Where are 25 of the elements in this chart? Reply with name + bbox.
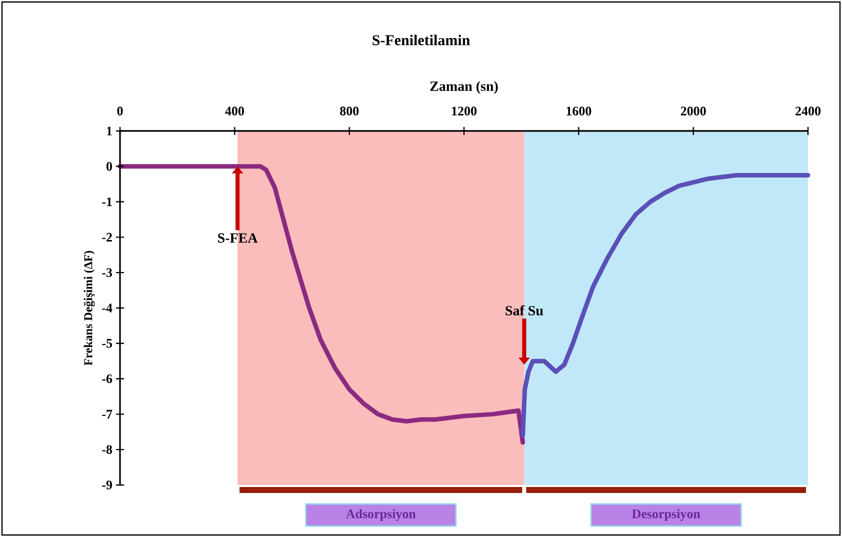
y-tick-label: -1	[102, 197, 112, 206]
x-tick-label: 800	[340, 106, 359, 116]
y-tick-label: -4	[102, 304, 112, 312]
x-tick-label: 2000	[680, 106, 706, 116]
y-tick-label: -9	[102, 480, 112, 490]
x-tick-label: 1600	[566, 106, 592, 116]
y-tick-label: -8	[102, 445, 112, 454]
y-tick-label: -5	[102, 339, 112, 348]
x-axis-title: Zaman (sn)	[430, 81, 498, 94]
x-tick-label: 0	[117, 106, 123, 116]
y-tick-label: -2	[102, 232, 112, 242]
y-axis-title: Frekans Değişimi (ΔF)	[84, 250, 95, 366]
x-tick-label: 400	[225, 106, 244, 116]
band-label: Desorpsiyon	[632, 509, 700, 521]
x-tick-label: 1200	[452, 106, 477, 116]
chart-title: S-Feniletilamin	[372, 34, 470, 46]
annotation: S-FEA	[218, 233, 258, 243]
annotation: Saf Su	[506, 305, 544, 316]
band-label: Adsorpsiyon	[346, 509, 416, 521]
y-tick-label: -3	[102, 268, 112, 277]
y-tick-label: -7	[102, 410, 112, 418]
y-tick-label: -6	[102, 374, 112, 384]
y-tick-label: 0	[106, 162, 112, 171]
x-tick-label: 2400	[796, 106, 821, 116]
y-tick-label: 1	[107, 126, 112, 136]
